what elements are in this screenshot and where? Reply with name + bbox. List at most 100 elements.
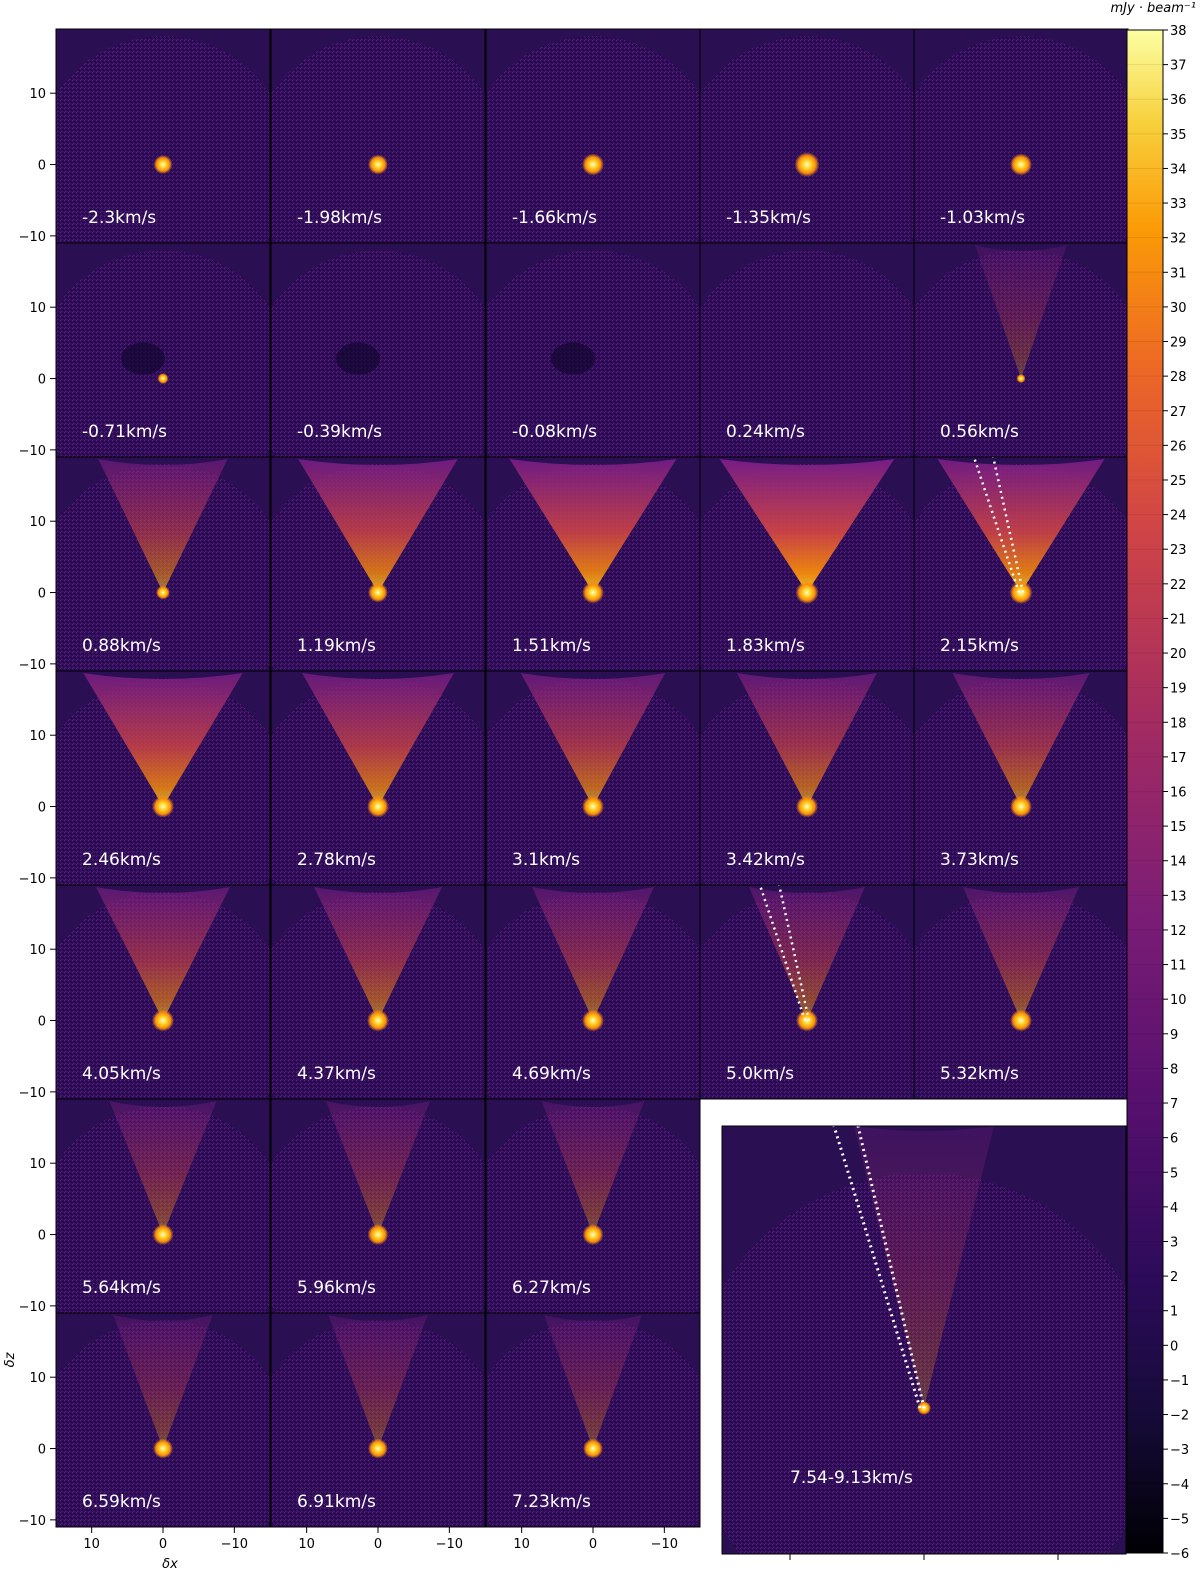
channel-panel: 1.51km/s <box>485 456 701 672</box>
y-tick-label: 0 <box>38 801 46 816</box>
y-tick-label: −10 <box>19 1300 46 1315</box>
colorbar-tick-label: 25 <box>1170 474 1187 489</box>
y-tick-label: 0 <box>38 1015 46 1030</box>
y-tick-label: 10 <box>29 515 46 530</box>
colorbar-tick-label: 2 <box>1170 1270 1178 1285</box>
source-emission <box>1010 153 1032 176</box>
velocity-label: 3.73km/s <box>940 850 1019 870</box>
source-emission <box>796 795 818 818</box>
colorbar-tick-label: 18 <box>1170 716 1187 731</box>
colorbar-tick-label: 3 <box>1170 1235 1178 1250</box>
y-tick-label: 10 <box>29 943 46 958</box>
velocity-label: 5.64km/s <box>82 1278 161 1298</box>
outflow-cone <box>113 1315 213 1449</box>
x-tick-label: 10 <box>298 1537 315 1552</box>
outflow-cone <box>520 673 666 807</box>
colorbar-tick-label: −3 <box>1170 1443 1189 1458</box>
absorption <box>336 342 380 375</box>
x-tick-label: −10 <box>436 1537 463 1552</box>
velocity-label: 2.46km/s <box>82 850 161 870</box>
channel-panel: 1.83km/s <box>699 456 915 672</box>
source-emission <box>582 1009 604 1032</box>
colorbar-tick-label: 38 <box>1170 24 1187 39</box>
y-tick-label: 10 <box>29 1157 46 1172</box>
source-emission <box>152 1224 174 1246</box>
channel-panel: 5.96km/s <box>270 1098 486 1314</box>
y-tick-label: −10 <box>19 1514 46 1529</box>
colorbar-tick-label: 32 <box>1170 232 1187 247</box>
dotted-line <box>832 1126 922 1409</box>
velocity-label: 4.37km/s <box>297 1064 376 1084</box>
channel-panel: -1.66km/s <box>485 28 701 244</box>
outflow-cone <box>974 245 1068 379</box>
x-axis-label: δx <box>162 1557 178 1572</box>
velocity-label: 4.69km/s <box>512 1064 591 1084</box>
colorbar-tick-label: 34 <box>1170 162 1187 177</box>
outflow-cone <box>543 1315 643 1449</box>
y-tick-label: −10 <box>19 658 46 673</box>
outflow-cone <box>83 673 243 807</box>
channel-panel: 3.1km/s <box>485 670 701 886</box>
source-emission <box>153 1438 173 1459</box>
y-tick-label: 0 <box>38 373 46 388</box>
field-of-view <box>56 36 270 243</box>
source-emission <box>368 1438 388 1459</box>
velocity-label: -1.03km/s <box>940 208 1025 228</box>
channel-panel: 6.59km/s <box>55 1312 271 1528</box>
outflow-cone <box>719 459 895 593</box>
y-tick-label: 0 <box>38 587 46 602</box>
channel-panel: 6.27km/s <box>485 1098 701 1314</box>
colorbar-tick-label: −6 <box>1170 1547 1189 1562</box>
colorbar-tick-label: 7 <box>1170 1097 1178 1112</box>
source-emission <box>795 581 819 605</box>
outflow-cone <box>328 1315 428 1449</box>
x-tick-label: 10 <box>513 1537 530 1552</box>
y-axis-label: δz <box>3 1351 18 1367</box>
x-tick-label: 0 <box>374 1537 382 1552</box>
source-emission <box>1016 374 1026 384</box>
velocity-label: 2.78km/s <box>297 850 376 870</box>
channel-panel: 0.56km/s <box>913 242 1129 458</box>
channel-panel: 2.78km/s <box>270 670 486 886</box>
channel-panel: 4.05km/s <box>55 884 271 1100</box>
y-tick-label: 0 <box>38 1443 46 1458</box>
colorbar-tick-label: 29 <box>1170 336 1187 351</box>
velocity-label: 6.91km/s <box>297 1492 376 1512</box>
colorbar-tick-label: 10 <box>1170 993 1187 1008</box>
colorbar-tick-label: 37 <box>1170 59 1187 74</box>
source-emission <box>583 1438 603 1459</box>
channel-panel: 3.42km/s <box>699 670 915 886</box>
velocity-label: 5.32km/s <box>940 1064 1019 1084</box>
channel-panel: 0.88km/s <box>55 456 271 672</box>
channel-panels: -2.3km/s -1.98km/s -1.66km/s -1.35km/s -1.03… <box>55 28 1129 1528</box>
source-emission <box>367 1009 389 1032</box>
colorbar-tick-label: −4 <box>1170 1478 1189 1493</box>
colorbar-gradient <box>1127 30 1163 1553</box>
field-of-view <box>914 36 1128 243</box>
y-tick-label: −10 <box>19 444 46 459</box>
source-emission <box>796 1009 818 1032</box>
source-emission <box>152 795 174 818</box>
velocity-label: 1.83km/s <box>726 636 805 656</box>
velocity-label: 6.27km/s <box>512 1278 591 1298</box>
y-tick-label: 0 <box>38 1229 46 1244</box>
velocity-label: 1.51km/s <box>512 636 591 656</box>
y-tick-label: 10 <box>29 301 46 316</box>
source-emission <box>794 152 820 178</box>
velocity-label: -1.66km/s <box>512 208 597 228</box>
source-emission <box>582 1224 604 1246</box>
field-of-view <box>700 250 914 457</box>
axes: δx δz 10 0 −10 10 0 −10 10 0 −10 10 0 −10 10 0 −10 10 0 −… <box>3 87 678 1572</box>
outflow-cone <box>96 887 230 1021</box>
x-tick-label: −10 <box>221 1537 248 1552</box>
x-tick-label: 0 <box>159 1537 167 1552</box>
outflow-cone <box>98 459 228 593</box>
velocity-label: 1.19km/s <box>297 636 376 656</box>
velocity-label: 5.0km/s <box>726 1064 794 1084</box>
colorbar-tick-label: 17 <box>1170 751 1187 766</box>
colorbar-tick-label: 36 <box>1170 93 1187 108</box>
colorbar-tick-label: 13 <box>1170 889 1187 904</box>
channel-panel: 3.73km/s <box>913 670 1129 886</box>
outflow-cone <box>952 673 1090 807</box>
